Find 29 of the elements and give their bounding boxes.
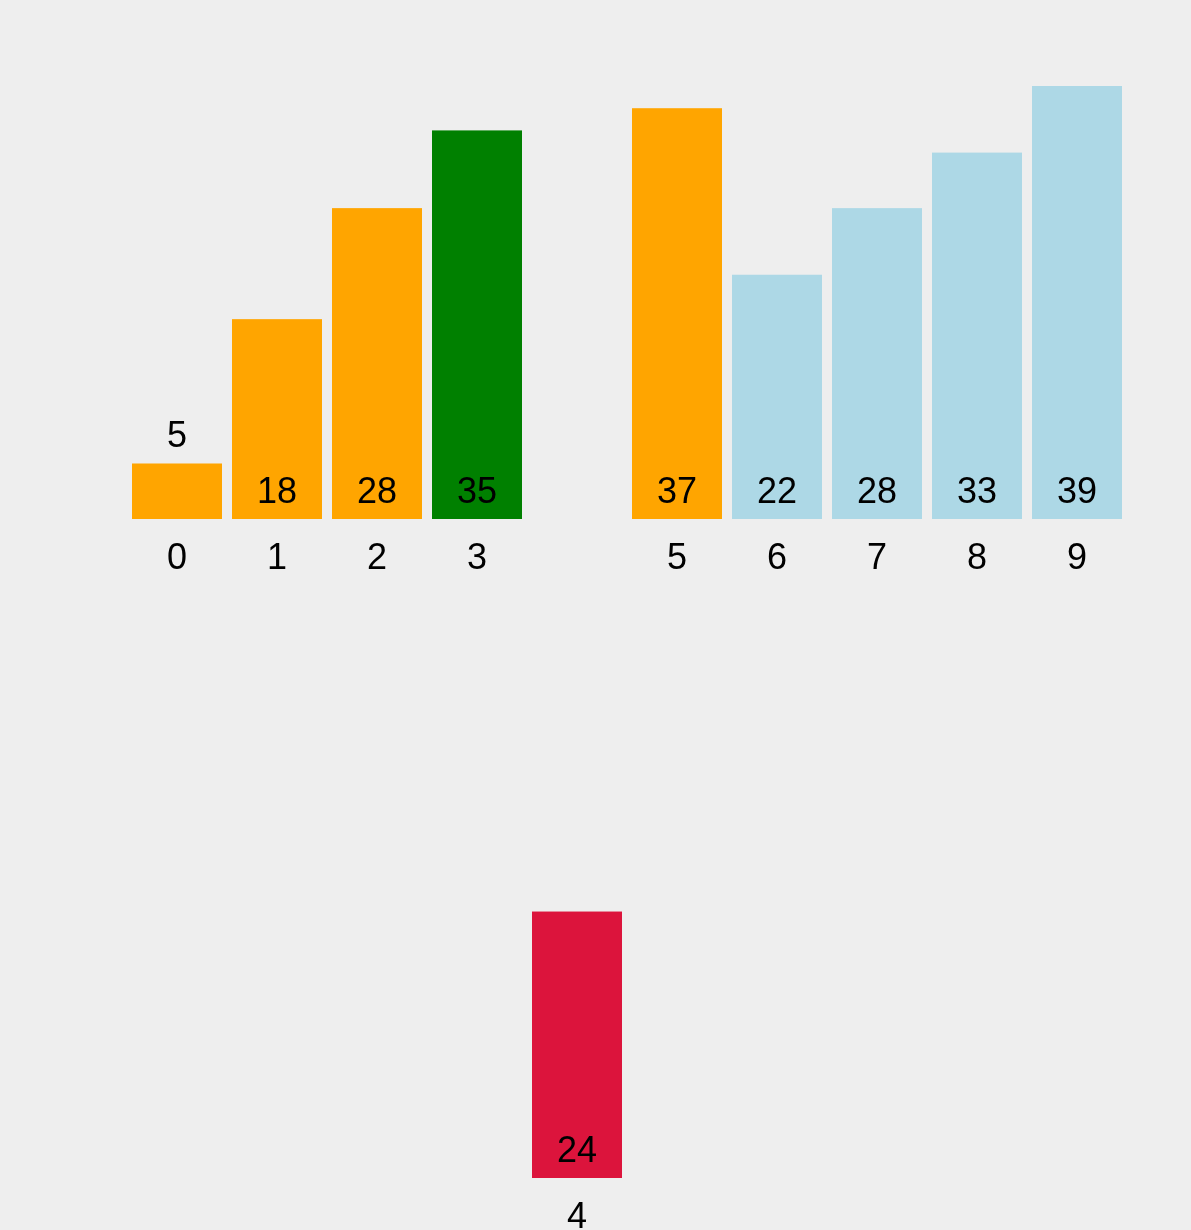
x-tick-label: 2	[366, 536, 388, 577]
data-label: 28	[356, 470, 398, 511]
data-label: 28	[856, 470, 898, 511]
x-tick-label: 8	[966, 536, 988, 577]
x-tick-label: 7	[866, 536, 888, 577]
bar	[1032, 86, 1122, 519]
data-label: 18	[256, 470, 298, 511]
data-label: 39	[1056, 470, 1098, 511]
data-label: 22	[756, 470, 798, 511]
x-tick-label: 4	[566, 1195, 588, 1230]
data-label: 24	[556, 1129, 598, 1170]
bar	[132, 463, 222, 519]
data-label: 33	[956, 470, 998, 511]
x-tick-label: 6	[766, 536, 788, 577]
bar	[632, 108, 722, 519]
bar	[332, 208, 422, 519]
data-label: 37	[656, 470, 698, 511]
bar	[432, 130, 522, 519]
x-tick-label: 1	[266, 536, 288, 577]
x-tick-label: 3	[466, 536, 488, 577]
data-label: 35	[456, 470, 498, 511]
bar	[732, 274, 822, 519]
x-tick-label: 0	[166, 536, 188, 577]
bar	[932, 152, 1022, 519]
x-tick-label: 9	[1066, 536, 1088, 577]
x-tick-label: 5	[666, 536, 688, 577]
bar	[832, 208, 922, 519]
data-label: 5	[166, 414, 188, 456]
bar	[232, 319, 322, 519]
